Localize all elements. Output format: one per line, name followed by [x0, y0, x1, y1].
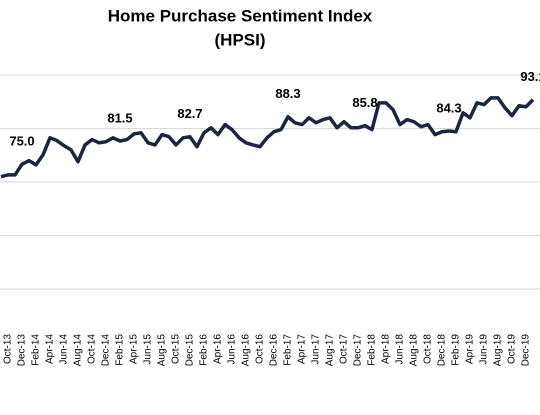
x-tick-label: Oct-17 — [339, 334, 350, 364]
x-tick-label: Jun-17 — [311, 334, 322, 365]
x-tick-label: Apr-14 — [45, 334, 56, 364]
x-tick-label: Oct-14 — [87, 334, 98, 364]
x-tick-label: Feb-16 — [199, 334, 210, 366]
x-tick-label: Aug-15 — [157, 334, 168, 367]
x-tick-label: Feb-14 — [31, 334, 42, 366]
data-label: 85.8 — [352, 95, 377, 110]
x-tick-label: Jun-16 — [227, 334, 238, 365]
data-label: 75.0 — [9, 134, 34, 149]
x-tick-label: Aug-19 — [493, 334, 504, 367]
data-label: 93.1 — [520, 69, 540, 84]
x-tick-label: Jun-18 — [395, 334, 406, 365]
x-tick-label: Feb-17 — [283, 334, 294, 366]
x-tick-label: Dec-13 — [17, 334, 28, 367]
x-tick-label: Oct-16 — [255, 334, 266, 364]
x-tick-label: Feb-19 — [451, 334, 462, 366]
data-label: 84.3 — [436, 100, 461, 115]
series-line — [0, 96, 535, 179]
x-tick-label: Oct-19 — [507, 334, 518, 364]
x-tick-label: Feb-18 — [367, 334, 378, 366]
x-tick-label: Aug-14 — [73, 334, 84, 367]
x-tick-label: Dec-16 — [269, 334, 280, 367]
x-tick-label: Jun-15 — [143, 334, 154, 365]
chart-subtitle: (HPSI) — [215, 30, 266, 49]
x-tick-label: Apr-18 — [381, 334, 392, 364]
data-label: 81.5 — [107, 110, 132, 125]
x-tick-label: Oct-13 — [3, 334, 14, 364]
x-tick-label: Aug-16 — [241, 334, 252, 367]
data-label: 88.3 — [275, 86, 300, 101]
x-tick-label: Apr-15 — [129, 334, 140, 364]
x-tick-label: Aug-17 — [325, 334, 336, 367]
x-tick-label: Aug-18 — [409, 334, 420, 367]
x-tick-label: Jun-19 — [479, 334, 490, 365]
x-tick-label: Oct-15 — [171, 334, 182, 364]
chart-title: Home Purchase Sentiment Index — [108, 6, 373, 25]
x-tick-label: Feb-15 — [115, 334, 126, 366]
x-tick-label: Apr-17 — [297, 334, 308, 364]
x-tick-label: Jun-14 — [59, 334, 70, 365]
x-tick-label: Apr-19 — [465, 334, 476, 364]
x-tick-label: Dec-18 — [437, 334, 448, 367]
x-tick-label: Oct-18 — [423, 334, 434, 364]
x-tick-label: Apr-16 — [213, 334, 224, 364]
x-tick-label: Dec-17 — [353, 334, 364, 367]
data-label: 82.7 — [177, 106, 202, 121]
x-tick-label: Dec-19 — [521, 334, 532, 367]
x-tick-label: Dec-14 — [101, 334, 112, 367]
x-tick-label: Dec-15 — [185, 334, 196, 367]
